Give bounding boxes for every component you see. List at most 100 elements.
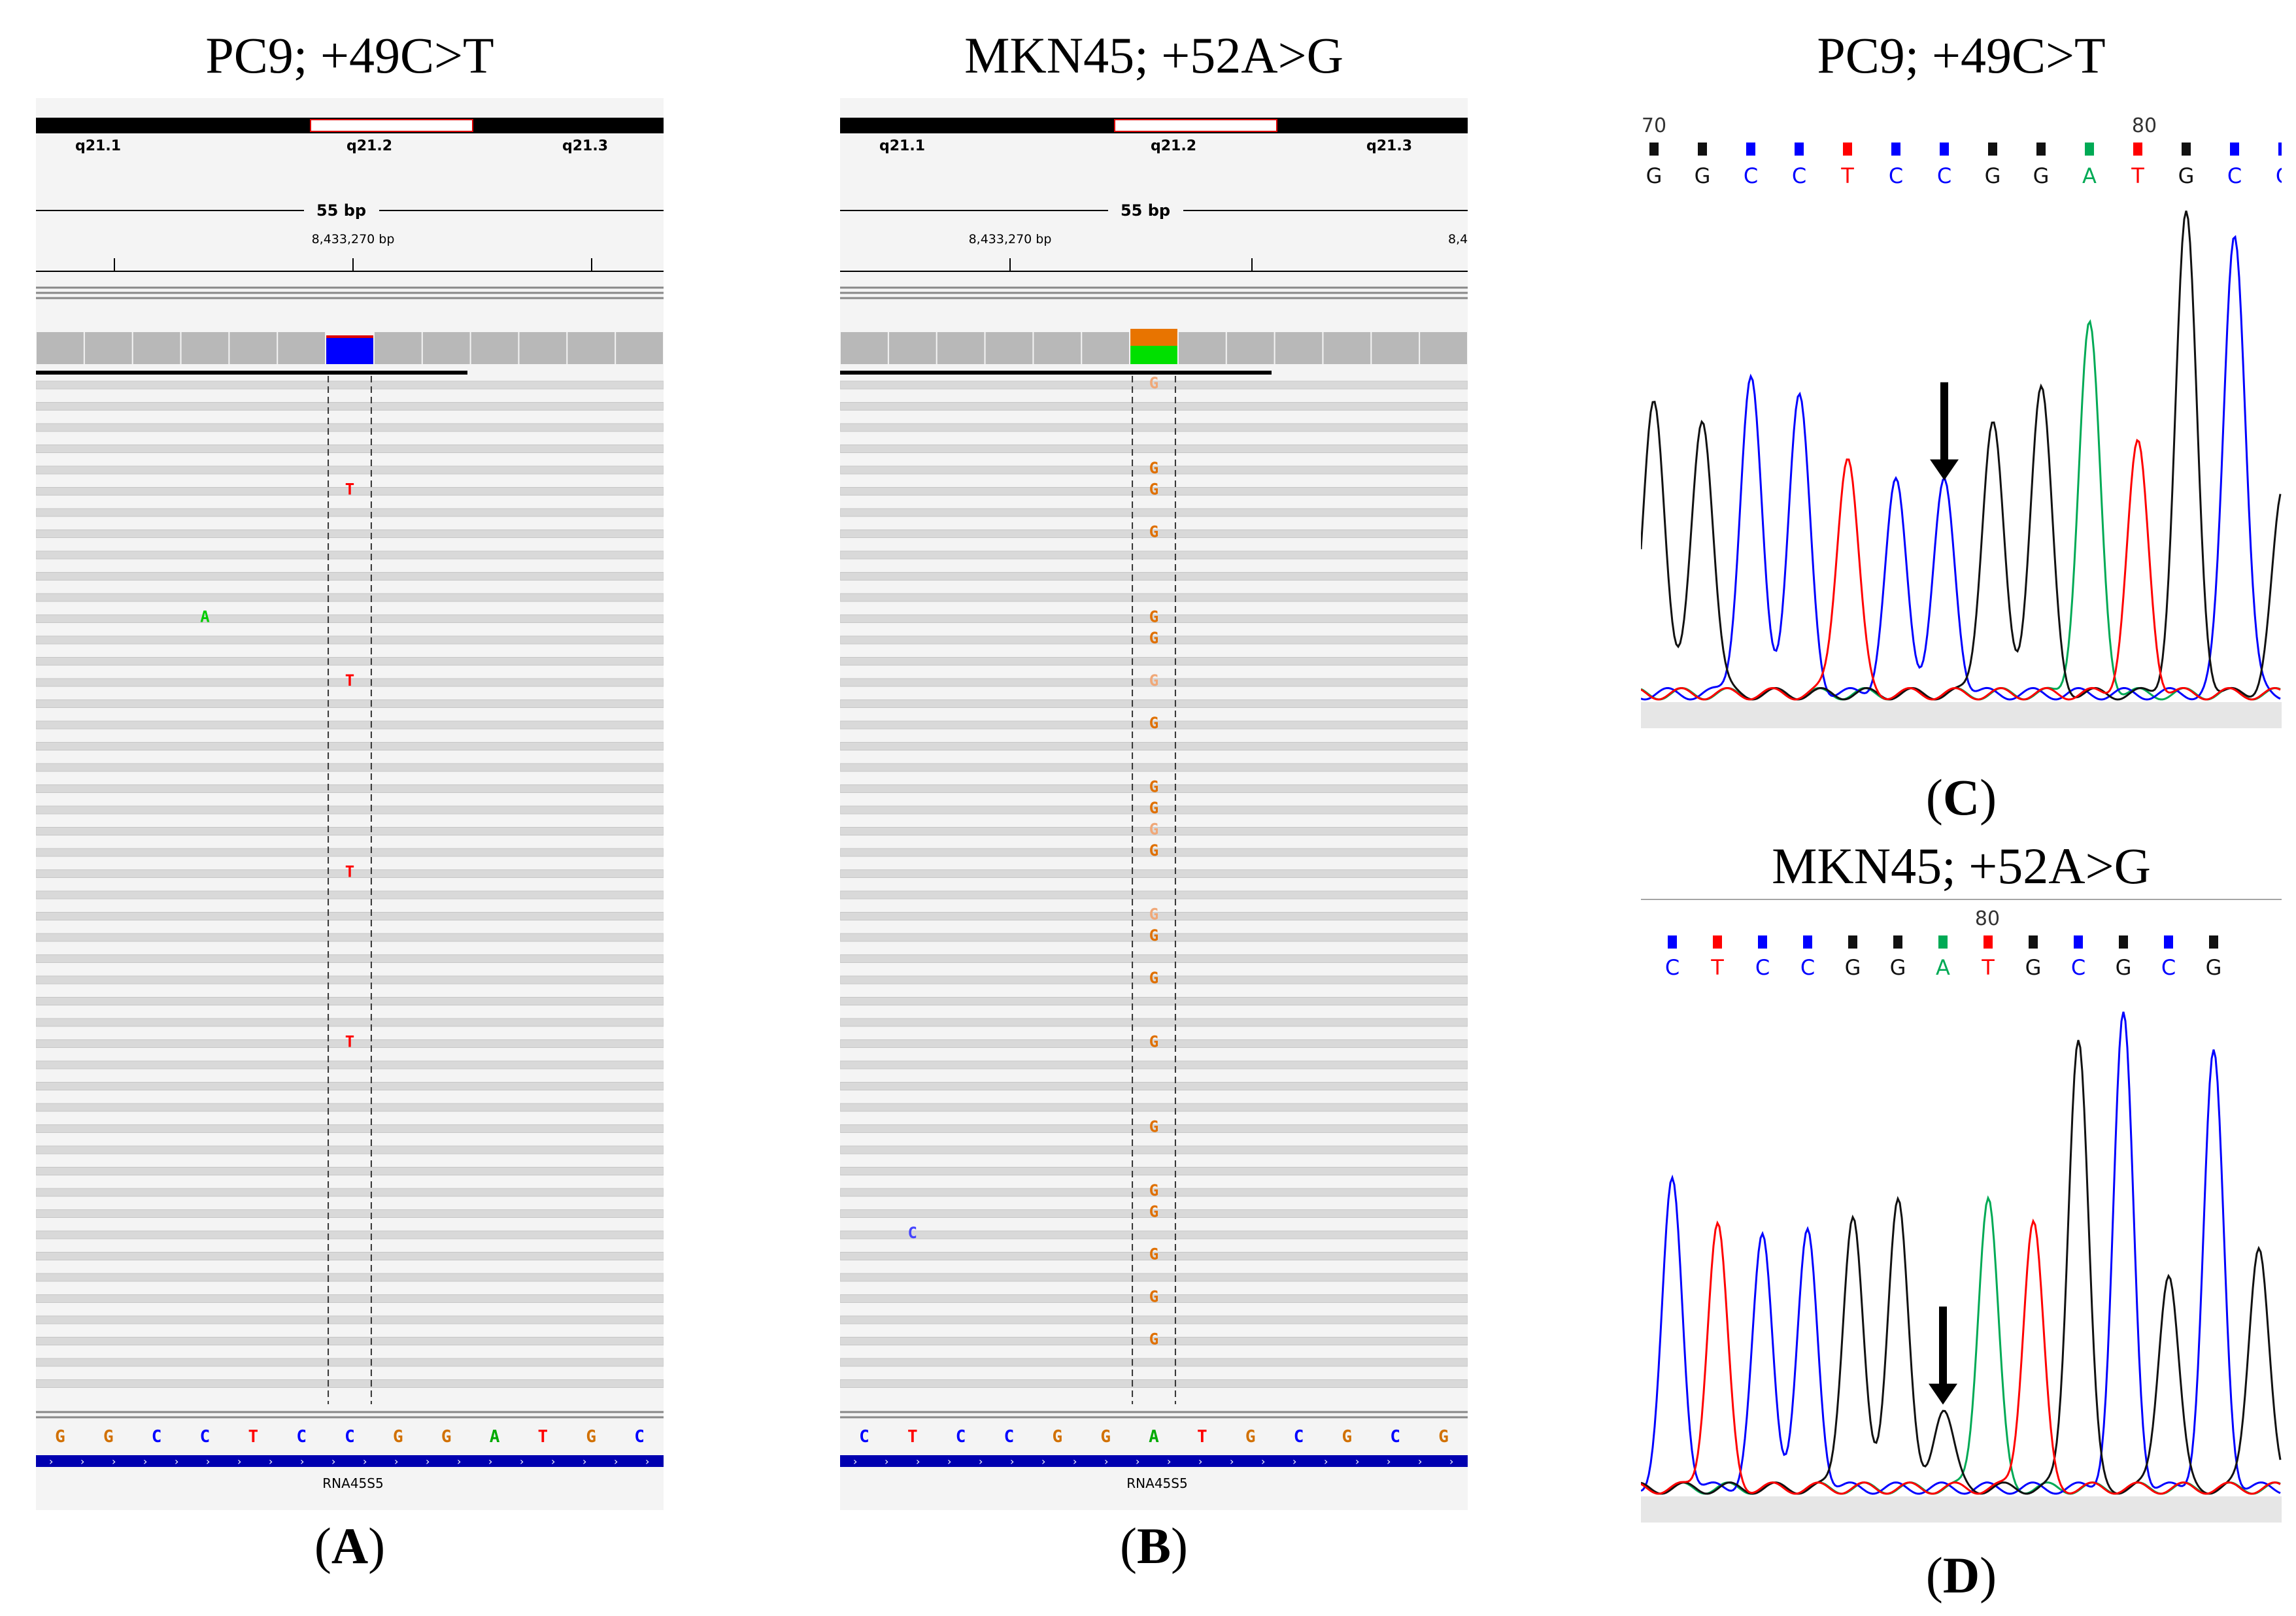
strand-arrow: › (1449, 1455, 1453, 1468)
panel-c-label: (C) (1925, 769, 1997, 826)
reference-base: C (296, 1427, 307, 1447)
base-call-box (2029, 935, 2038, 949)
strand-arrow: › (394, 1455, 398, 1468)
mismatch-base: G (1149, 799, 1158, 817)
read (840, 1230, 1468, 1239)
reference-base: G (1052, 1427, 1062, 1447)
base-call-box (1746, 143, 1755, 156)
span-label: 55 bp (1121, 201, 1170, 220)
read (840, 827, 1468, 835)
read (840, 975, 1468, 985)
read (840, 1018, 1468, 1027)
panel-a-title: PC9; +49C>T (205, 27, 494, 84)
read (840, 465, 1468, 475)
reference-base: G (1342, 1427, 1353, 1447)
ideogram-band-label: q21.1 (75, 138, 121, 154)
coverage-bar (229, 332, 277, 364)
read (840, 678, 1468, 687)
strand-arrow: › (1324, 1455, 1328, 1468)
base-call: G (1695, 163, 1711, 188)
strand-arrow: › (1387, 1455, 1391, 1468)
reference-base: C (1004, 1427, 1015, 1447)
strand-arrow: › (237, 1455, 241, 1468)
strand-arrow: › (979, 1455, 983, 1468)
coverage-bar (519, 332, 567, 364)
read (36, 1167, 664, 1175)
strand-arrow: › (947, 1455, 951, 1468)
mismatch-base: G (1149, 671, 1158, 690)
read (36, 678, 664, 687)
base-call-box (1940, 143, 1949, 156)
mismatch-base: C (908, 1224, 917, 1242)
read (840, 572, 1468, 581)
strand-arrow: › (457, 1455, 461, 1468)
strand-arrow: › (331, 1455, 335, 1468)
base-call: C (1755, 955, 1770, 980)
mismatch-base: G (1149, 374, 1158, 392)
mismatch-base: G (1149, 926, 1158, 945)
position-mark: 70 (1642, 114, 1666, 137)
coverage-bar (1323, 332, 1371, 364)
read (36, 869, 664, 878)
read (36, 805, 664, 815)
ideogram-band-label: q21.3 (1366, 138, 1412, 154)
strand-arrow: › (1198, 1455, 1202, 1468)
base-call-box (2036, 143, 2046, 156)
read (36, 508, 664, 517)
strand-arrow: › (1261, 1455, 1265, 1468)
read (36, 550, 664, 560)
strand-arrow: › (1167, 1455, 1171, 1468)
read (840, 614, 1468, 623)
reference-base: G (103, 1427, 114, 1447)
reference-base: C (1390, 1427, 1400, 1447)
base-call-box (2085, 143, 2094, 156)
read (36, 890, 664, 900)
position-label: 8,433,270 bp (312, 232, 395, 246)
coverage-bar (84, 332, 132, 364)
read (36, 487, 664, 496)
mismatch-base: T (345, 1033, 354, 1051)
coverage-variant (326, 338, 373, 364)
base-call: C (1889, 163, 1903, 188)
mismatch-base: A (200, 608, 210, 626)
base-call-box (1803, 935, 1812, 949)
base-call-box (2164, 935, 2173, 949)
read (840, 742, 1468, 750)
igv-panel-b: q21.1 q21.2 q21.355 bp8,433,270 bp 8,4GGGGG… (840, 98, 1468, 1510)
position-mark: 80 (1975, 907, 2000, 930)
read (36, 933, 664, 942)
read (36, 402, 664, 411)
read (36, 1124, 664, 1133)
read (840, 1252, 1468, 1260)
read (840, 402, 1468, 411)
read (840, 423, 1468, 432)
read (36, 742, 664, 750)
read (840, 593, 1468, 602)
read (36, 848, 664, 857)
trace-C (1641, 1011, 2281, 1495)
strand-arrow: › (1041, 1455, 1045, 1468)
coverage-bar (567, 332, 615, 364)
mismatch-base: G (1149, 1181, 1158, 1200)
strand-arrow: › (885, 1455, 888, 1468)
coverage-bar (841, 332, 888, 364)
mismatch-base: G (1149, 969, 1158, 987)
base-call-box (1713, 935, 1722, 949)
read (36, 1145, 664, 1154)
strand-arrow: › (426, 1455, 430, 1468)
reference-base: G (393, 1427, 403, 1447)
base-call-box (2119, 935, 2128, 949)
read (36, 1188, 664, 1197)
chromatogram-panel-d: 80 C T C C G G A T G C G C G (1641, 899, 2282, 1523)
chromatogram-floor (1641, 1496, 2282, 1523)
ideogram-band-label: q21.2 (346, 138, 392, 154)
read (840, 1337, 1468, 1345)
coverage-bar (616, 332, 663, 364)
read (36, 912, 664, 920)
read (36, 1315, 664, 1324)
igv-panel-a: q21.1 q21.2 q21.3 55 bp 8,433,270 bp T A T T T G G C… (36, 98, 664, 1510)
read (36, 1018, 664, 1027)
strand-arrow: › (363, 1455, 367, 1468)
mismatch-base: G (1149, 1033, 1158, 1051)
read (36, 614, 664, 623)
